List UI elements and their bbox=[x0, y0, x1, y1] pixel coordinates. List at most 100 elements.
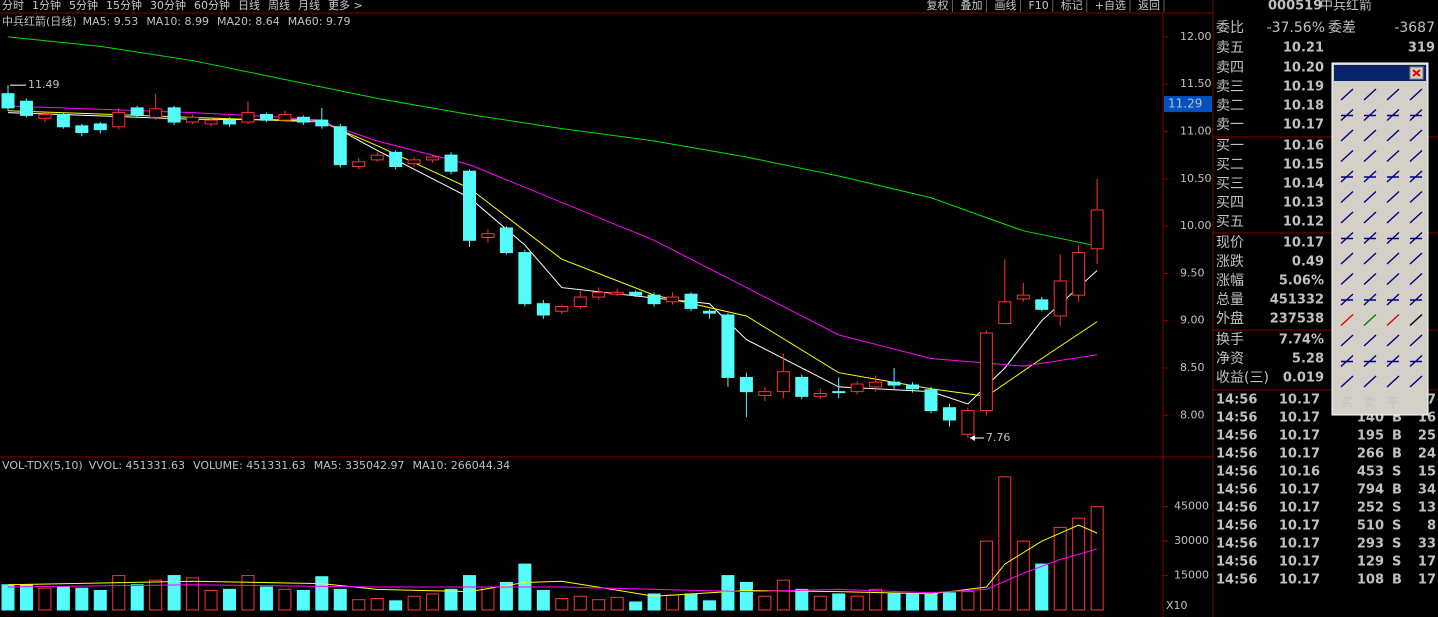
stat-value: 10.17 bbox=[1283, 236, 1324, 251]
trade-price: 10.17 bbox=[1279, 393, 1320, 408]
volume-bar bbox=[998, 476, 1012, 611]
volume-bar bbox=[592, 599, 606, 611]
stat-value: 5.28 bbox=[1292, 352, 1324, 367]
tool-icon bbox=[1409, 190, 1423, 204]
menu-button[interactable]: 画线 bbox=[994, 0, 1016, 12]
volume-bar bbox=[38, 587, 52, 611]
legend-entry: MA5: 9.53 bbox=[83, 15, 139, 28]
toolbox-button[interactable]: 卖 bbox=[1364, 396, 1376, 410]
candle-body bbox=[795, 376, 809, 397]
candle-body bbox=[1, 93, 15, 109]
tool-icon bbox=[1363, 190, 1377, 204]
toolbox-button[interactable]: 买 bbox=[1341, 396, 1353, 410]
cursor-price: 11.29 bbox=[1168, 97, 1202, 111]
volume-bar bbox=[961, 591, 975, 611]
trade-price: 10.17 bbox=[1279, 483, 1320, 498]
y-tick-label: 9.00 bbox=[1180, 314, 1205, 327]
ma-line bbox=[7, 548, 1098, 594]
candle-body bbox=[702, 310, 716, 314]
tool-icon bbox=[1340, 170, 1354, 183]
tool-icon bbox=[1363, 293, 1377, 306]
tool-icon bbox=[1363, 211, 1377, 224]
menu-button[interactable]: F10 bbox=[1028, 0, 1048, 12]
trade-time: 14:56 bbox=[1216, 411, 1257, 426]
menu-item[interactable]: 日线 bbox=[238, 0, 260, 12]
ask-price: 10.17 bbox=[1283, 118, 1324, 133]
trade-price: 10.17 bbox=[1279, 447, 1320, 462]
volume-bar bbox=[352, 599, 366, 611]
ask-label: 卖五 bbox=[1216, 40, 1244, 56]
candle-body bbox=[573, 296, 587, 307]
menu-item[interactable]: 更多 > bbox=[328, 0, 363, 12]
annotation: 7.76 bbox=[986, 431, 1011, 444]
ask-label: 卖三 bbox=[1216, 79, 1244, 95]
label: 委比 bbox=[1216, 20, 1244, 36]
candle-body bbox=[776, 371, 790, 393]
volume-bar bbox=[1090, 506, 1104, 611]
tool-icon bbox=[1363, 149, 1377, 163]
tool-icon bbox=[1340, 354, 1354, 368]
menu-item[interactable]: 分时 bbox=[2, 0, 24, 12]
volume-bar bbox=[795, 588, 809, 611]
menu-item[interactable]: 5分钟 bbox=[69, 0, 98, 12]
volume-bar bbox=[112, 575, 126, 611]
tool-icon bbox=[1340, 108, 1354, 122]
volume-bar bbox=[702, 600, 716, 611]
tool-icon bbox=[1386, 88, 1400, 101]
volume-bar bbox=[536, 589, 550, 611]
menu-item[interactable]: 30分钟 bbox=[150, 0, 186, 12]
trade-volume: 510 bbox=[1357, 519, 1384, 534]
menu-item[interactable]: 月线 bbox=[298, 0, 320, 12]
tool-icon bbox=[1409, 88, 1423, 101]
menu-item[interactable]: 周线 bbox=[268, 0, 290, 12]
candle-body bbox=[19, 100, 33, 116]
trade-time: 14:56 bbox=[1216, 519, 1257, 534]
trade-side: B bbox=[1392, 573, 1402, 588]
trade-price: 10.17 bbox=[1279, 411, 1320, 426]
tool-icon bbox=[1340, 252, 1354, 265]
candle-body bbox=[315, 119, 329, 127]
candle-body bbox=[130, 107, 144, 115]
volume-bar bbox=[555, 598, 569, 611]
legend-entry: VOLUME: 451331.63 bbox=[193, 459, 306, 472]
menu-item[interactable]: 15分钟 bbox=[106, 0, 142, 12]
candle-body bbox=[241, 112, 255, 123]
menu-button[interactable]: 返回 bbox=[1138, 0, 1160, 12]
menu-button[interactable]: 复权 bbox=[926, 0, 948, 12]
bid-label: 买三 bbox=[1216, 176, 1244, 192]
trade-price: 10.17 bbox=[1279, 555, 1320, 570]
candle-body bbox=[536, 303, 550, 316]
candle-body bbox=[444, 154, 458, 172]
volume-bar bbox=[186, 577, 200, 611]
tool-icon bbox=[1409, 149, 1423, 163]
volume-bar bbox=[850, 595, 864, 611]
menu-button[interactable]: 标记 bbox=[1061, 0, 1083, 12]
tool-icon bbox=[1363, 88, 1377, 101]
menu-item[interactable]: 60分钟 bbox=[194, 0, 230, 12]
tool-icon bbox=[1409, 313, 1423, 327]
menu-button[interactable]: +自选 bbox=[1095, 0, 1126, 12]
volume-bar bbox=[758, 595, 772, 611]
volume-bar bbox=[813, 595, 827, 611]
tool-icon bbox=[1386, 334, 1400, 347]
legend-entry: MA10: 266044.34 bbox=[412, 459, 510, 472]
volume-bar bbox=[499, 581, 513, 611]
volume-bar bbox=[463, 575, 476, 611]
tool-icon bbox=[1340, 129, 1354, 142]
tool-icon bbox=[1363, 108, 1377, 122]
tool-icon bbox=[1386, 170, 1400, 183]
volume-bar bbox=[259, 586, 273, 611]
volume-bar bbox=[666, 594, 680, 611]
tool-icon bbox=[1340, 334, 1354, 347]
unit-label: X10 bbox=[1166, 599, 1188, 612]
stat-label: 收益(三) bbox=[1216, 370, 1269, 386]
ask-price: 10.18 bbox=[1283, 99, 1324, 114]
candle-body bbox=[93, 123, 107, 131]
toolbox-button[interactable]: 平 bbox=[1387, 396, 1399, 410]
menu-item[interactable]: 1分钟 bbox=[32, 0, 61, 12]
value: -37.56% bbox=[1267, 20, 1325, 36]
volume-bar bbox=[1072, 517, 1086, 611]
trade-side: S bbox=[1392, 555, 1401, 570]
menu-button[interactable]: 叠加 bbox=[960, 0, 982, 12]
volume-bar bbox=[869, 588, 883, 611]
